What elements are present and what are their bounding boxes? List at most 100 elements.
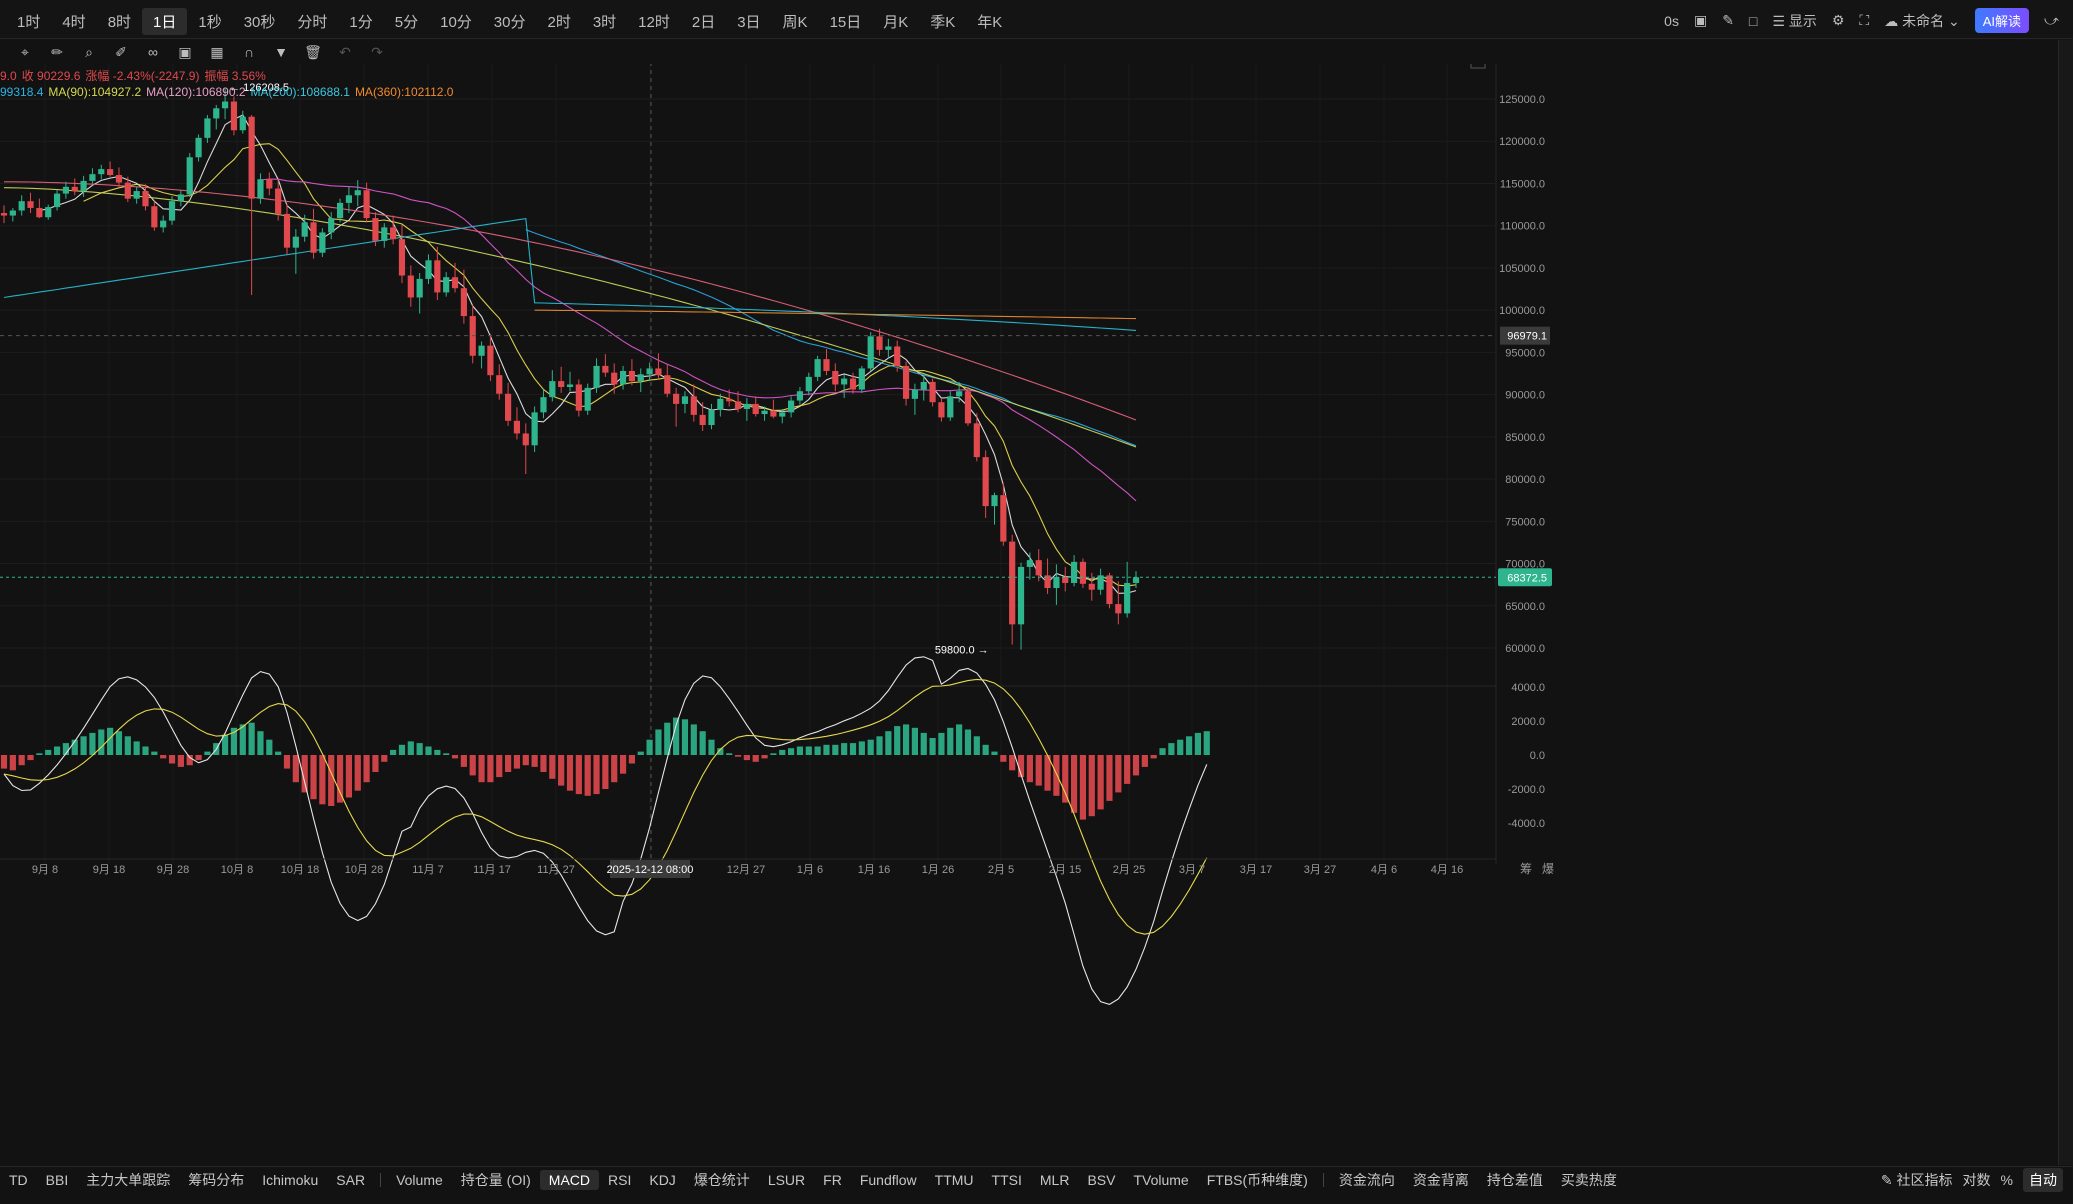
indicator-tab-8[interactable]: MACD [539,1170,600,1190]
timeframe-7[interactable]: 1分 [349,14,373,31]
macd-bar [1150,755,1157,759]
tab-separator [380,1173,382,1187]
drawing-toolbar: ⌖ ✏ ⌕ ✐ ∞ ▣ ▦ ∩ ▼ 🗑 ↶ ↷ [0,40,386,64]
indicator-tab-2[interactable]: 主力大单跟踪 [86,1172,171,1188]
indicator-tab-7[interactable]: 持仓量 (OI) [460,1172,531,1188]
crop-icon[interactable]: ⌖ [21,43,29,60]
candle-body [920,381,927,390]
indicator-tab-18[interactable]: BSV [1087,1172,1116,1188]
indicator-tab-0[interactable]: TD [9,1172,28,1188]
ai-analysis-button[interactable]: AI解读 [1974,8,2030,33]
kline-chart[interactable]: 125000.0 120000.0 115000.0 110000.0 105000.0… [0,64,2060,1166]
timeframe-14[interactable]: 2日 [691,14,716,31]
indicator-tab-9[interactable]: RSI [608,1172,632,1188]
undo-icon[interactable]: ↶ [339,43,351,60]
pattern-icon[interactable]: ∞ [148,44,158,60]
timeframe-10[interactable]: 30分 [493,14,526,31]
settings-icon[interactable]: ⚙ [1831,12,1845,28]
indicator-tab-4[interactable]: Ichimoku [262,1172,319,1188]
macd-bar [743,755,750,761]
indicator-tab-6[interactable]: Volume [396,1172,443,1188]
redo-icon[interactable]: ↷ [371,43,383,60]
ohlc-item-3: 振幅 3.56% [204,69,266,83]
candle-body [743,403,750,409]
timeframe-9[interactable]: 10分 [440,14,472,31]
log-scale-toggle[interactable]: 对数 [1962,1172,1991,1188]
indicator-tab-13[interactable]: FR [823,1172,842,1188]
indicator-tab-3[interactable]: 筹码分布 [188,1172,245,1188]
macd-bar [345,755,353,798]
ruler-icon[interactable]: ✏ [51,43,63,60]
ma-item-1: MA(90):104927.2 [48,85,142,99]
layout-name-button[interactable]: ☁ 未命名 ⌄ [1884,12,1960,29]
timeframe-20[interactable]: 年K [977,14,1003,31]
trash-icon[interactable]: 🗑 [304,43,322,60]
timeframe-6[interactable]: 分时 [297,14,328,31]
indicator-tab-15[interactable]: TTMU [934,1172,974,1188]
price-tick-label: 65000.0 [1505,601,1545,613]
indicator-tab-24[interactable]: 买卖热度 [1560,1172,1617,1188]
indicator-tab-1[interactable]: BBI [45,1172,69,1188]
timeframe-19[interactable]: 季K [930,14,956,31]
timeframe-8[interactable]: 5分 [394,14,419,31]
timeframe-5[interactable]: 30秒 [243,14,276,31]
macd-bar [133,741,140,755]
timeframe-16[interactable]: 周K [782,14,808,31]
macd-bar [45,749,52,755]
template-icon[interactable]: ▦ [210,43,224,60]
macd-bar [1177,739,1184,755]
indicator-tab-12[interactable]: LSUR [767,1172,806,1188]
timeframe-12[interactable]: 3时 [592,14,617,31]
macd-bar [1106,755,1113,801]
timeframe-17[interactable]: 15日 [829,14,862,31]
indicator-tab-11[interactable]: 爆仓统计 [693,1172,750,1188]
macd-bar [752,755,759,762]
bottom-right-controls: ✎ 社区指标 对数 % 自动 [1881,1168,2073,1192]
timeframe-13[interactable]: 12时 [638,14,670,31]
indicator-tab-10[interactable]: KDJ [649,1172,676,1188]
timeframe-1[interactable]: 4时 [62,14,86,31]
macd-tick-label: -4000.0 [1508,818,1545,830]
candle-body [973,423,980,458]
candle-body [275,188,282,214]
indicator-tab-22[interactable]: 资金背离 [1412,1172,1469,1188]
filter-icon[interactable]: ▼ [274,44,288,60]
macd-bar [469,755,476,776]
camera-icon[interactable]: ▣ [1693,12,1708,28]
indicator-tab-20[interactable]: FTBS(币种维度) [1206,1172,1308,1188]
date-tick-label: 1月 16 [858,864,890,876]
indicator-tab-16[interactable]: TTSI [991,1172,1022,1188]
fullscreen-icon[interactable]: ⛶ [1859,12,1870,28]
macd-bar [796,746,804,755]
indicator-tab-14[interactable]: Fundflow [859,1172,917,1188]
zoom-icon[interactable]: ⌕ [85,43,93,60]
timeframe-15[interactable]: 3日 [737,14,761,31]
indicator-tab-23[interactable]: 持仓差值 [1486,1172,1543,1188]
right-sidebar [2058,40,2073,1165]
indicator-tab-21[interactable]: 资金流向 [1338,1172,1395,1188]
indicator-tab-19[interactable]: TVolume [1133,1172,1189,1188]
comment-icon[interactable]: □ [1748,12,1758,29]
macd-bar [160,755,167,759]
percent-toggle[interactable]: % [2000,1172,2013,1188]
display-button[interactable]: ☰ 显示 [1772,12,1817,29]
date-tick-label: 9月 8 [32,864,58,876]
timeframe-2[interactable]: 8时 [107,14,132,31]
macd-bar [867,739,874,755]
timeframe-3[interactable]: 1日 [142,8,188,35]
indicator-tab-17[interactable]: MLR [1039,1172,1070,1188]
pencil-icon[interactable]: ✎ [1722,12,1734,28]
magnet-icon[interactable]: ∩ [243,44,255,60]
timeframe-18[interactable]: 月K [883,14,909,31]
brush-icon[interactable]: ✐ [115,43,127,60]
share-icon[interactable]: ⤻ [2044,12,2059,28]
timeframe-4[interactable]: 1秒 [198,14,222,31]
macd-bar [593,755,600,795]
auto-scale-toggle[interactable]: 自动 [2023,1168,2063,1192]
timeframe-0[interactable]: 1时 [17,14,41,31]
lock-icon[interactable]: ▣ [178,43,192,60]
indicator-tab-5[interactable]: SAR [336,1172,366,1188]
community-indicator-button[interactable]: ✎ 社区指标 [1880,1172,1953,1188]
candle-body [956,391,963,397]
timeframe-11[interactable]: 2时 [547,14,571,31]
